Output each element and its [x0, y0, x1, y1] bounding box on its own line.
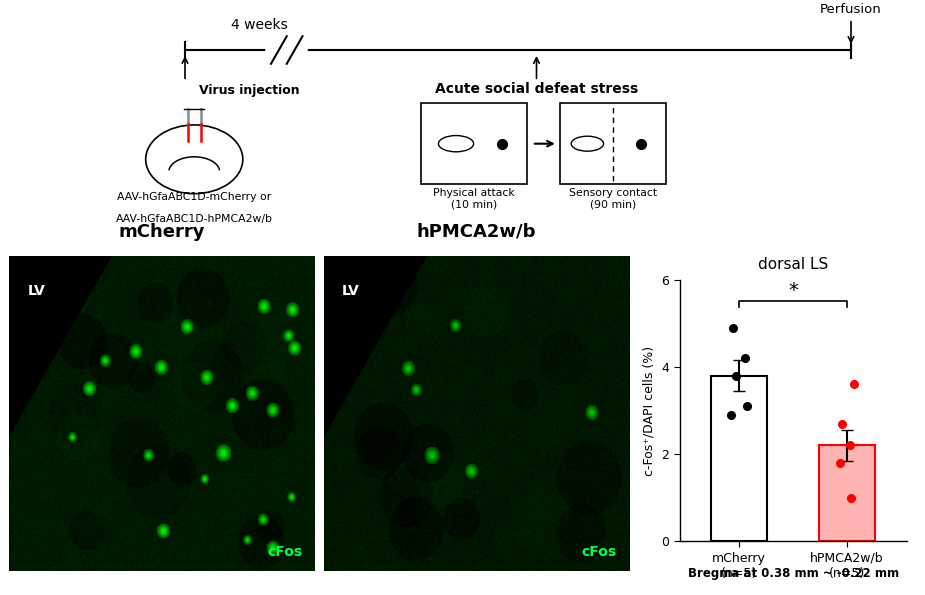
Text: AAV-hGfaABC1D-hPMCA2w/b: AAV-hGfaABC1D-hPMCA2w/b [116, 214, 273, 224]
Text: cFos: cFos [267, 544, 302, 559]
Text: 4 weeks: 4 weeks [230, 18, 288, 33]
Text: *: * [788, 281, 798, 300]
Text: hPMCA2w/b: hPMCA2w/b [416, 223, 536, 241]
Text: Acute social defeat stress: Acute social defeat stress [435, 83, 638, 96]
Ellipse shape [438, 136, 474, 152]
Y-axis label: c-Fos⁺/DAPI cells (%): c-Fos⁺/DAPI cells (%) [643, 346, 656, 475]
Text: mCherry: mCherry [118, 223, 205, 241]
Bar [711, 375, 768, 541]
Title: dorsal LS: dorsal LS [758, 256, 828, 271]
Text: Bregma at 0.38 mm ~ -0.22 mm: Bregma at 0.38 mm ~ -0.22 mm [688, 567, 899, 580]
Text: LV: LV [342, 284, 360, 298]
Text: Virus injection: Virus injection [199, 84, 300, 98]
Text: cFos: cFos [582, 544, 617, 559]
Ellipse shape [146, 125, 242, 194]
Bar [421, 103, 527, 184]
Bar [820, 446, 875, 541]
Text: AAV-hGfaABC1D-mCherry or: AAV-hGfaABC1D-mCherry or [117, 192, 271, 202]
Ellipse shape [571, 136, 603, 151]
Bar [560, 103, 666, 184]
Text: Sensory contact
(90 min): Sensory contact (90 min) [569, 188, 657, 209]
Text: Physical attack
(10 min): Physical attack (10 min) [433, 188, 515, 209]
Text: Perfusion: Perfusion [820, 2, 882, 15]
Text: LV: LV [28, 284, 45, 298]
